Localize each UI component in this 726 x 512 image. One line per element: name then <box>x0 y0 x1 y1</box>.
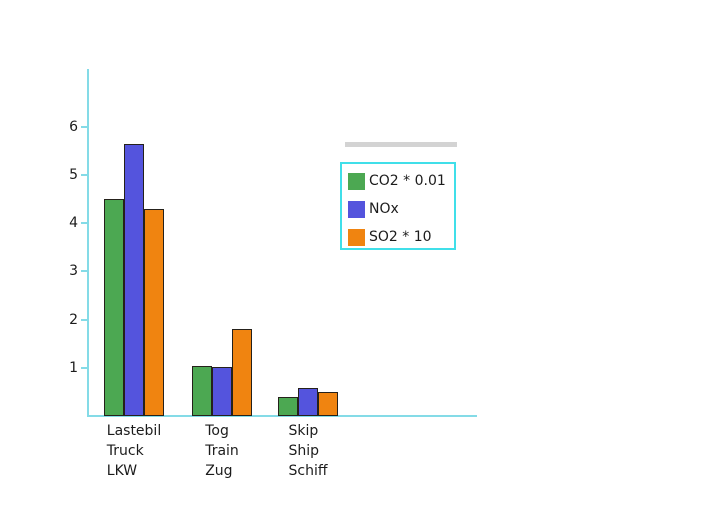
legend: CO2 * 0.01 NOx SO2 * 10 <box>340 162 456 250</box>
legend-item-co2-0-01: CO2 * 0.01 <box>348 167 454 195</box>
y-tick-5 <box>81 174 88 176</box>
x-axis-line <box>87 415 477 417</box>
y-tick-2 <box>81 318 88 321</box>
y-tick-label-1: 1 <box>69 359 78 376</box>
bar-co2-0-01-tog <box>192 366 212 416</box>
bar-so2-10-tog <box>232 329 252 416</box>
x-label-tog: Tog Train Zug <box>205 423 239 479</box>
legend-item-nox: NOx <box>348 195 454 223</box>
bar-co2-0-01-skip <box>278 397 298 416</box>
y-tick-label-3: 3 <box>69 263 78 280</box>
legend-swatch-nox <box>348 200 365 218</box>
x-label-lastebil: Lastebil Truck LKW <box>106 423 162 479</box>
grey-strip-artifact <box>345 142 457 147</box>
y-tick-3 <box>81 270 88 273</box>
bar-nox-skip <box>298 388 318 416</box>
y-tick-4 <box>81 222 88 225</box>
y-tick-label-5: 5 <box>69 167 78 183</box>
legend-label-so2-10: SO2 * 10 <box>369 229 432 245</box>
y-tick-label-2: 2 <box>69 311 78 328</box>
legend-label-co2-0-01: CO2 * 0.01 <box>369 173 446 189</box>
bar-co2-0-01-lastebil <box>104 199 124 416</box>
y-axis-line <box>87 69 89 417</box>
y-tick-1 <box>81 366 88 369</box>
bar-nox-tog <box>212 367 232 416</box>
y-tick-6 <box>81 125 88 128</box>
y-tick-label-6: 6 <box>69 118 78 135</box>
legend-label-nox: NOx <box>369 201 399 217</box>
legend-swatch-co2-0-01 <box>348 172 365 190</box>
x-label-skip: Skip Ship Schiff <box>288 423 328 479</box>
bar-so2-10-lastebil <box>144 209 164 416</box>
legend-swatch-so2-10 <box>348 228 365 246</box>
bar-nox-lastebil <box>124 144 144 416</box>
bar-so2-10-skip <box>318 392 338 416</box>
legend-item-so2-10: SO2 * 10 <box>348 223 454 251</box>
y-tick-label-4: 4 <box>69 215 78 232</box>
